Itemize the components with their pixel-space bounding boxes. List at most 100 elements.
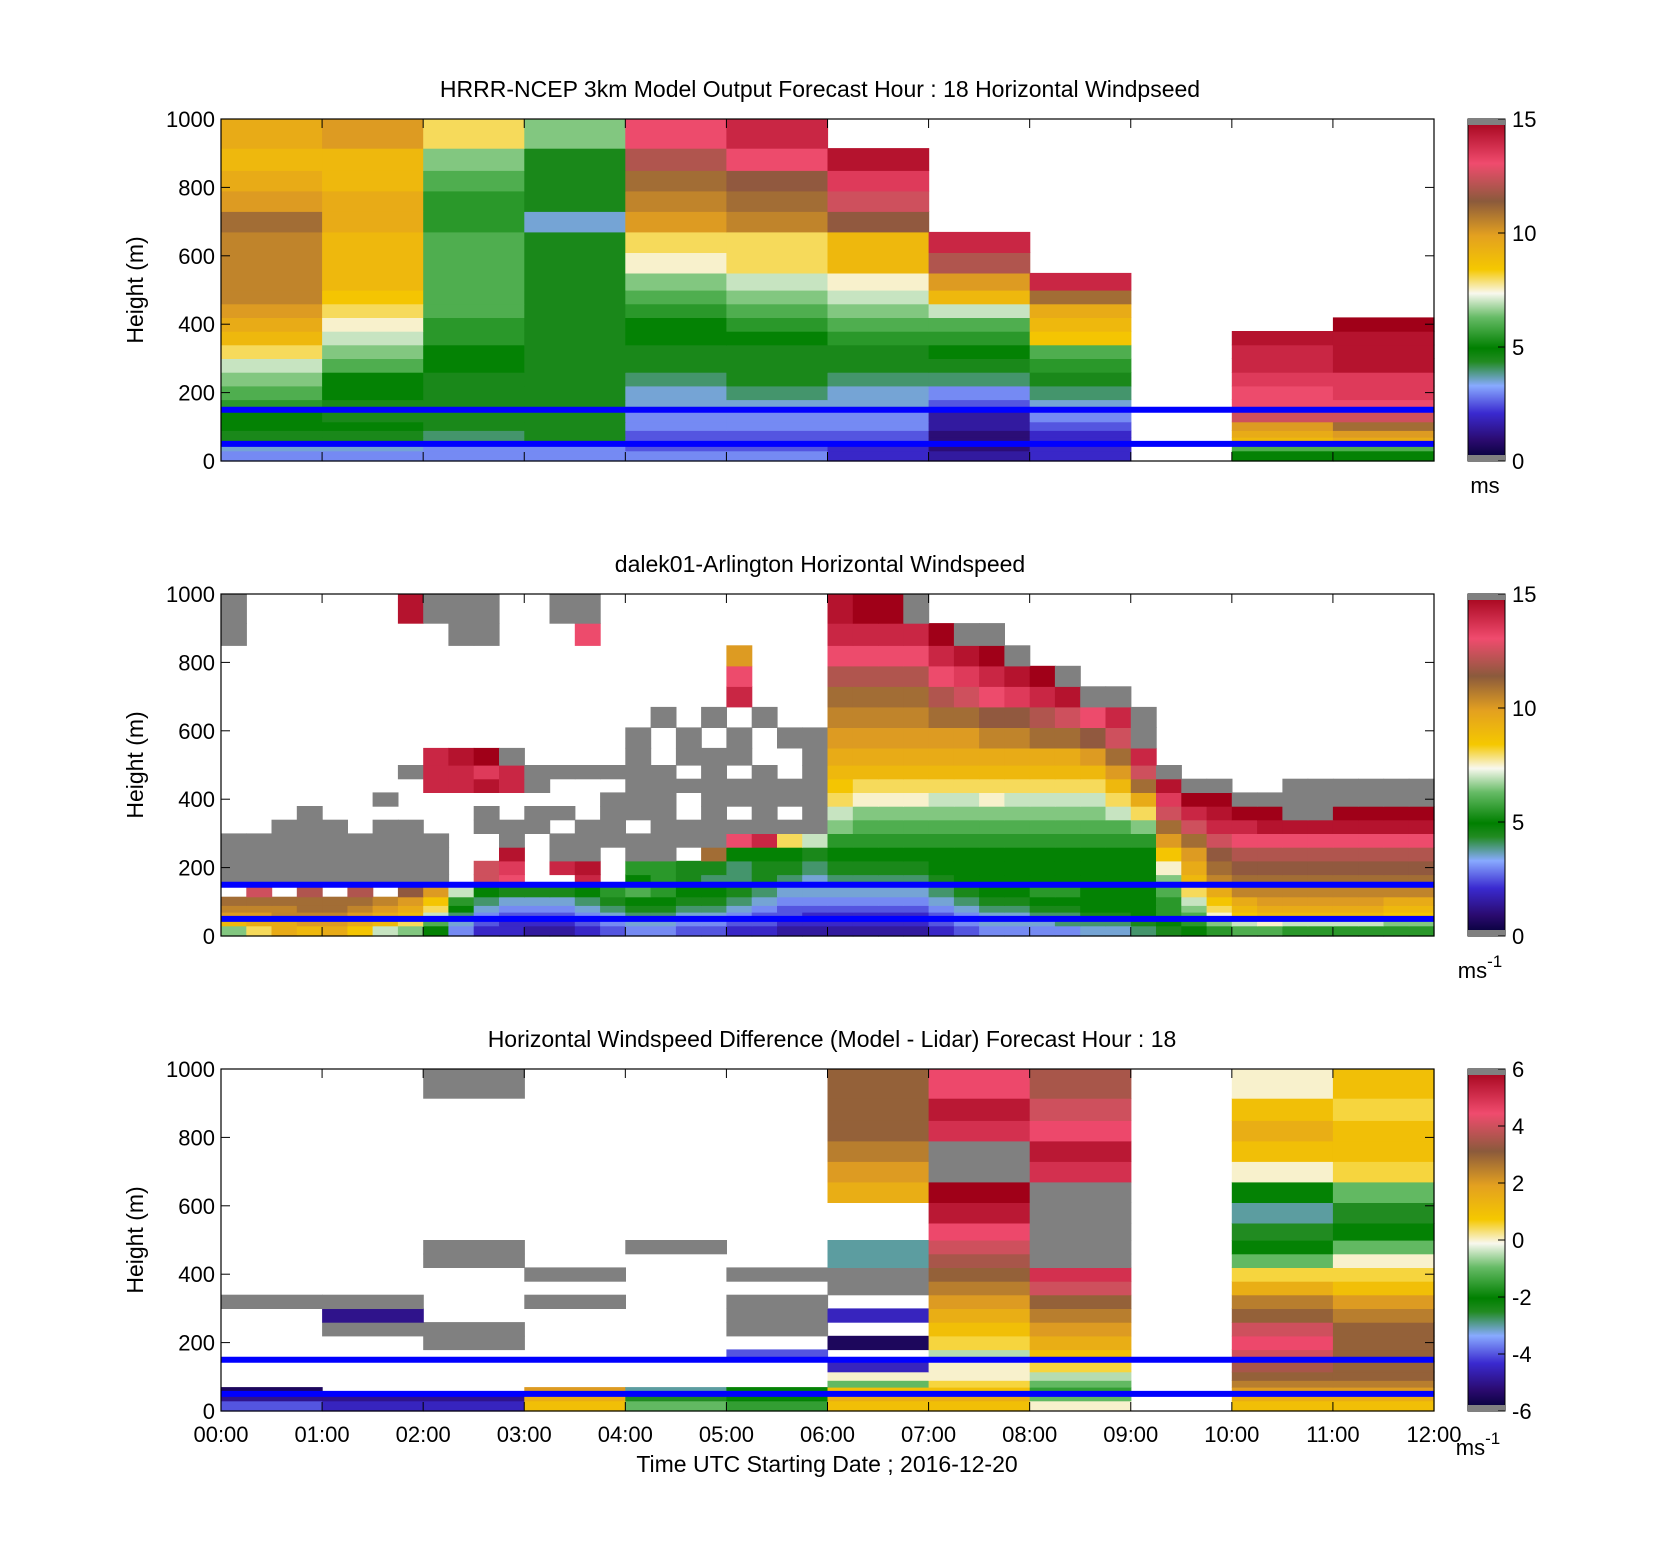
heatmap-cell — [423, 331, 525, 346]
panel-lidar-title: dalek01-Arlington Horizontal Windspeed — [615, 551, 1025, 577]
heatmap-cell — [1231, 1387, 1334, 1395]
heatmap-cell — [322, 833, 348, 848]
heatmap-cell — [777, 727, 803, 749]
heatmap-cell — [221, 272, 323, 291]
heatmap-cell — [1206, 912, 1233, 920]
heatmap-cell — [1004, 847, 1031, 862]
heatmap-cell — [473, 912, 500, 920]
heatmap-cell — [701, 925, 727, 937]
heatmap-cell — [1231, 792, 1258, 807]
x-tick-label: 12:00 — [1406, 1422, 1461, 1447]
heatmap-cell — [625, 925, 652, 937]
heatmap-cell — [928, 847, 955, 862]
heatmap-cell — [852, 747, 879, 766]
heatmap-cell — [397, 905, 424, 913]
x-tick-label: 06:00 — [800, 1422, 855, 1447]
heatmap-cell — [1206, 833, 1233, 848]
heatmap-cell — [499, 819, 525, 834]
heatmap-cell — [1231, 1267, 1334, 1282]
heatmap-cell — [928, 833, 955, 848]
heatmap-cell — [953, 918, 980, 927]
heatmap-cell — [1105, 886, 1132, 898]
heatmap-cell — [1332, 1222, 1435, 1241]
heatmap-cell — [852, 886, 879, 898]
y-tick-label: 200 — [178, 1331, 215, 1356]
heatmap-cell — [1332, 358, 1435, 373]
heatmap-cell — [1231, 1069, 1334, 1099]
heatmap-cell — [1004, 792, 1031, 807]
heatmap-cell — [423, 1335, 525, 1351]
heatmap-cell — [524, 430, 626, 438]
heatmap-cell — [928, 686, 955, 708]
heatmap-cell — [1080, 896, 1107, 906]
heatmap-cell — [827, 430, 930, 438]
heatmap-cell — [1029, 918, 1056, 927]
heatmap-cell — [423, 372, 525, 387]
heatmap-cell — [1231, 411, 1334, 423]
heatmap-cell — [827, 623, 854, 646]
heatmap-cell — [675, 860, 702, 876]
heatmap-cell — [1029, 1161, 1132, 1183]
heatmap-cell — [1332, 1240, 1435, 1255]
heatmap-cell — [1029, 833, 1056, 848]
heatmap-cell — [979, 925, 1005, 937]
heatmap-cell — [1231, 1294, 1334, 1309]
heatmap-cell — [903, 896, 930, 906]
heatmap-cell — [928, 385, 1031, 401]
heatmap-cell — [928, 450, 1031, 462]
heatmap-cell — [221, 918, 247, 927]
heatmap-cell — [397, 896, 424, 906]
colorbar-gradient — [1467, 593, 1506, 937]
heatmap-cell — [322, 385, 424, 401]
heatmap-cell — [903, 912, 930, 920]
heatmap-cell — [928, 778, 955, 793]
heatmap-cell — [448, 594, 475, 624]
heatmap-cell — [802, 727, 829, 749]
heatmap-cell — [1231, 847, 1258, 862]
heatmap-cell — [1332, 1267, 1435, 1282]
heatmap-cell — [928, 727, 955, 749]
heatmap-cell — [1181, 819, 1208, 834]
heatmap-cell — [928, 806, 955, 821]
heatmap-cell — [979, 778, 1005, 793]
heatmap-cell — [802, 912, 829, 920]
colorbar-gradient — [1467, 118, 1506, 462]
heatmap-cell — [726, 792, 753, 807]
heatmap-cell — [1383, 918, 1410, 927]
heatmap-cell — [1029, 1380, 1132, 1388]
heatmap-cell — [1029, 819, 1056, 834]
heatmap-cell — [928, 1387, 1031, 1395]
heatmap-cell — [1105, 747, 1132, 766]
heatmap-cell — [878, 727, 904, 749]
heatmap-cell — [322, 1294, 424, 1309]
heatmap-cell — [928, 665, 955, 687]
heatmap-cell — [827, 686, 854, 708]
heatmap-cell — [1332, 1181, 1435, 1203]
heatmap-cell — [1130, 727, 1157, 749]
heatmap-cell — [1332, 806, 1359, 821]
heatmap-cell — [221, 1400, 323, 1412]
heatmap-cell — [903, 778, 930, 793]
heatmap-cell — [1307, 847, 1334, 862]
heatmap-cell — [1358, 886, 1385, 898]
heatmap-cell — [852, 833, 879, 848]
heatmap-cell — [473, 594, 500, 624]
heatmap-cell — [1029, 1202, 1132, 1224]
heatmap-cell — [827, 272, 930, 291]
heatmap-cell — [852, 792, 879, 807]
heatmap-cell — [777, 912, 803, 920]
heatmap-cell — [928, 1240, 1031, 1255]
heatmap-cell — [1029, 430, 1132, 438]
y-tick-label: 800 — [178, 175, 215, 200]
heatmap-cell — [878, 623, 904, 646]
heatmap-cell — [1130, 886, 1157, 898]
heatmap-cell — [726, 344, 829, 359]
heatmap-cell — [1130, 706, 1157, 728]
heatmap-cell — [777, 896, 803, 906]
heatmap-cell — [322, 421, 424, 431]
panel-model-ref-lines — [221, 406, 1434, 447]
heatmap-cell — [625, 1240, 727, 1255]
heatmap-cell — [1080, 925, 1107, 937]
heatmap-cell — [878, 896, 904, 906]
heatmap-cell — [574, 847, 601, 862]
